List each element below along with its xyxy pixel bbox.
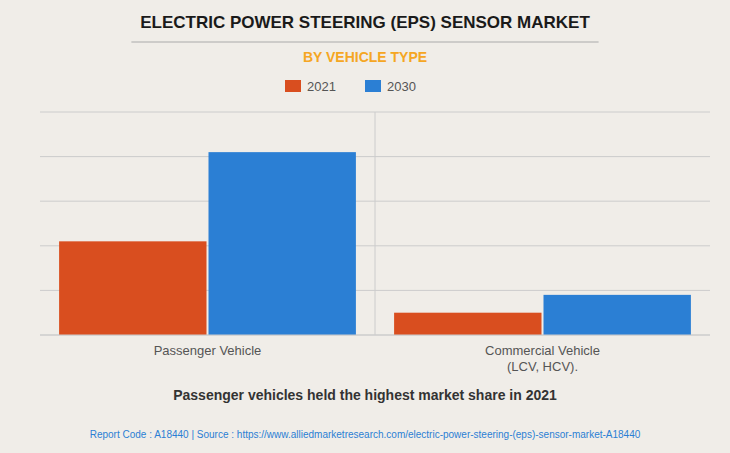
legend-label: 2021 <box>307 79 336 94</box>
legend-label: 2030 <box>387 79 416 94</box>
legend: 2021 2030 <box>285 79 416 94</box>
bars <box>59 152 691 335</box>
background <box>0 0 730 453</box>
x-tick-label-line: Commercial Vehicle <box>485 343 600 358</box>
bar <box>544 295 691 335</box>
chart: ELECTRIC POWER STEERING (EPS) SENSOR MAR… <box>0 0 730 453</box>
grid <box>40 112 710 335</box>
grid-line <box>40 335 710 336</box>
title-separator <box>131 42 598 43</box>
x-axis-line <box>40 335 710 336</box>
x-tick-label-line: (LCV, HCV). <box>507 359 578 374</box>
x-tick-label: Commercial Vehicle(LCV, HCV). <box>485 343 600 374</box>
x-tick-label-line: Passenger Vehicle <box>154 343 262 358</box>
legend-swatch <box>285 80 301 92</box>
legend-swatch <box>365 80 381 92</box>
footer: Report Code : A18440 | Source : https://… <box>90 429 641 440</box>
subtitle: BY VEHICLE TYPE <box>303 49 427 65</box>
x-tick-label: Passenger Vehicle <box>154 343 262 358</box>
annotation: Passenger vehicles held the highest mark… <box>173 387 557 403</box>
group-separator <box>375 112 376 335</box>
bar <box>394 313 541 335</box>
title: ELECTRIC POWER STEERING (EPS) SENSOR MAR… <box>140 13 590 32</box>
bar <box>209 152 356 335</box>
bar <box>59 241 206 335</box>
